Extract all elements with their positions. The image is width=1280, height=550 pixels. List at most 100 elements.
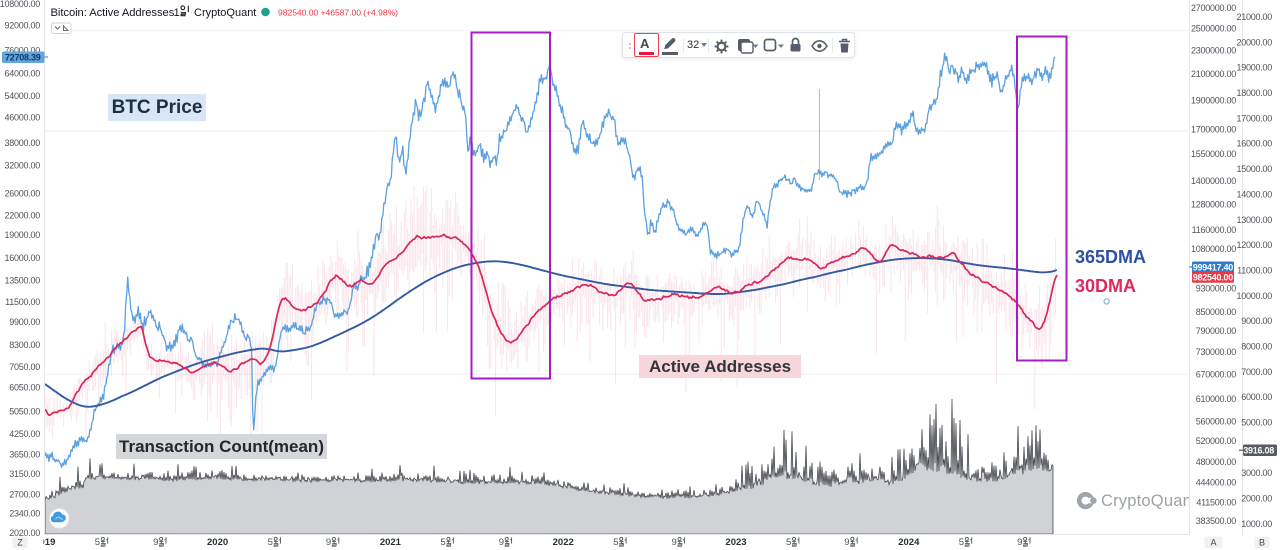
svg-text:5: 5 [268,537,273,548]
svg-text:5: 5 [440,537,445,548]
svg-text:·: · [170,7,173,17]
svg-text:Bitcoin: Active Addresses: Bitcoin: Active Addresses [51,7,175,19]
svg-text:64000.00: 64000.00 [4,69,40,79]
svg-text:6000.00: 6000.00 [1241,392,1272,402]
svg-text:2100000.00: 2100000.00 [1191,69,1236,79]
svg-text:32000.00: 32000.00 [4,161,40,171]
svg-text:930000.00: 930000.00 [1196,283,1237,293]
svg-text:18000.00: 18000.00 [1236,88,1272,98]
svg-text:13500.00: 13500.00 [4,276,40,286]
svg-text:2700.00: 2700.00 [9,490,40,500]
svg-text:1: 1 [174,7,180,19]
svg-text:2340.00: 2340.00 [9,509,40,519]
svg-text:12000.00: 12000.00 [1236,240,1272,250]
svg-text:560000.00: 560000.00 [1196,417,1237,427]
svg-text:CryptoQuant: CryptoQuant [1101,492,1197,510]
svg-text:108000.00: 108000.00 [0,0,40,9]
svg-text:2300000.00: 2300000.00 [1191,45,1236,55]
svg-text:982540.00 +46587.00 (+4.98%): 982540.00 +46587.00 (+4.98%) [278,7,398,17]
svg-text:16000.00: 16000.00 [1236,139,1272,149]
svg-text:2021: 2021 [380,537,402,548]
svg-text:5050.00: 5050.00 [9,406,40,416]
svg-text:2019: 2019 [34,537,55,548]
svg-text:2020.00: 2020.00 [9,528,40,538]
svg-text:9: 9 [326,537,331,548]
svg-text:38000.00: 38000.00 [4,138,40,148]
svg-text:5: 5 [613,537,618,548]
svg-text:2020: 2020 [207,537,228,548]
svg-text:16000.00: 16000.00 [4,253,40,263]
svg-text:9: 9 [499,537,504,548]
svg-text:2022: 2022 [553,537,574,548]
svg-text:1900000.00: 1900000.00 [1191,96,1236,106]
svg-text:850000.00: 850000.00 [1196,307,1237,317]
svg-text:B: B [1259,537,1265,547]
svg-text:5: 5 [95,537,100,548]
svg-text:CryptoQuant: CryptoQuant [194,7,256,19]
svg-text:5000.00: 5000.00 [1241,418,1272,428]
svg-text:6050.00: 6050.00 [9,382,40,392]
svg-text:4250.00: 4250.00 [9,429,40,439]
svg-text:54000.00: 54000.00 [4,91,40,101]
svg-text:5: 5 [959,537,964,548]
svg-text:19000.00: 19000.00 [4,230,40,240]
svg-text:610000.00: 610000.00 [1196,394,1237,404]
svg-text:444000.00: 444000.00 [1196,478,1237,488]
svg-text:9: 9 [672,537,677,548]
svg-text:17000.00: 17000.00 [1236,113,1272,123]
svg-text:·: · [190,7,193,17]
svg-text:21000.00: 21000.00 [1236,12,1272,22]
svg-text:8000.00: 8000.00 [1241,342,1272,352]
svg-text:Z: Z [17,537,23,547]
svg-text:1400000.00: 1400000.00 [1191,176,1236,186]
svg-text:1000.00: 1000.00 [1241,519,1272,529]
svg-text:46000.00: 46000.00 [4,113,40,123]
svg-text:7050.00: 7050.00 [9,362,40,372]
svg-text:411500.00: 411500.00 [1196,498,1236,508]
svg-text:76000.00: 76000.00 [4,46,40,56]
svg-text:10000.00: 10000.00 [1236,291,1272,301]
svg-text:3150.00: 3150.00 [9,469,40,479]
svg-text:92000.00: 92000.00 [4,20,40,30]
svg-text:3000.00: 3000.00 [1241,468,1272,478]
svg-text:13000.00: 13000.00 [1236,215,1272,225]
svg-text:1160000.00: 1160000.00 [1192,225,1237,235]
svg-text:670000.00: 670000.00 [1196,369,1237,379]
svg-text:982540.00: 982540.00 [1193,272,1234,282]
svg-text:2000.00: 2000.00 [1241,494,1272,504]
svg-text:2024: 2024 [898,537,920,548]
svg-text:26000.00: 26000.00 [4,188,40,198]
svg-text:1280000.00: 1280000.00 [1191,199,1236,209]
svg-text:1700000.00: 1700000.00 [1191,125,1236,135]
svg-text:22000.00: 22000.00 [4,211,40,221]
svg-text:9: 9 [1017,537,1022,548]
svg-text:730000.00: 730000.00 [1196,347,1237,357]
svg-text:11500.00: 11500.00 [5,297,40,307]
svg-text:999417.40: 999417.40 [1193,263,1234,273]
svg-text:A: A [1210,537,1216,547]
svg-text:790000.00: 790000.00 [1196,326,1237,336]
svg-text:3916.08: 3916.08 [1243,446,1274,456]
svg-text:2700000.00: 2700000.00 [1191,3,1236,13]
svg-text:9900.00: 9900.00 [9,317,40,327]
svg-text:20000.00: 20000.00 [1236,37,1272,47]
svg-text:2023: 2023 [725,537,746,548]
svg-text:11000.00: 11000.00 [1237,265,1272,275]
svg-text:19000.00: 19000.00 [1236,63,1272,73]
svg-text:7000.00: 7000.00 [1241,367,1272,377]
svg-text:9000.00: 9000.00 [1241,316,1272,326]
svg-text:5: 5 [786,537,791,548]
svg-text:9: 9 [153,537,158,548]
svg-text:15000.00: 15000.00 [1236,164,1272,174]
svg-text:480000.00: 480000.00 [1196,457,1237,467]
svg-text:72708.39: 72708.39 [5,53,41,63]
svg-text:520000.00: 520000.00 [1196,436,1237,446]
svg-text:2500000.00: 2500000.00 [1191,23,1236,33]
svg-text:9: 9 [844,537,849,548]
svg-text:8300.00: 8300.00 [9,340,40,350]
svg-text:1550000.00: 1550000.00 [1191,149,1236,159]
svg-text:3650.00: 3650.00 [9,450,40,460]
svg-text:383500.00: 383500.00 [1196,516,1237,526]
svg-text:1080000.00: 1080000.00 [1191,244,1236,254]
svg-text:14000.00: 14000.00 [1236,189,1272,199]
